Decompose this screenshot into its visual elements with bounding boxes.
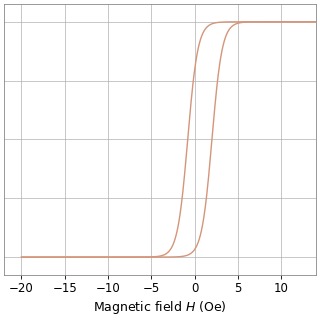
- X-axis label: Magnetic field $H$ (Oe): Magnetic field $H$ (Oe): [93, 299, 227, 316]
